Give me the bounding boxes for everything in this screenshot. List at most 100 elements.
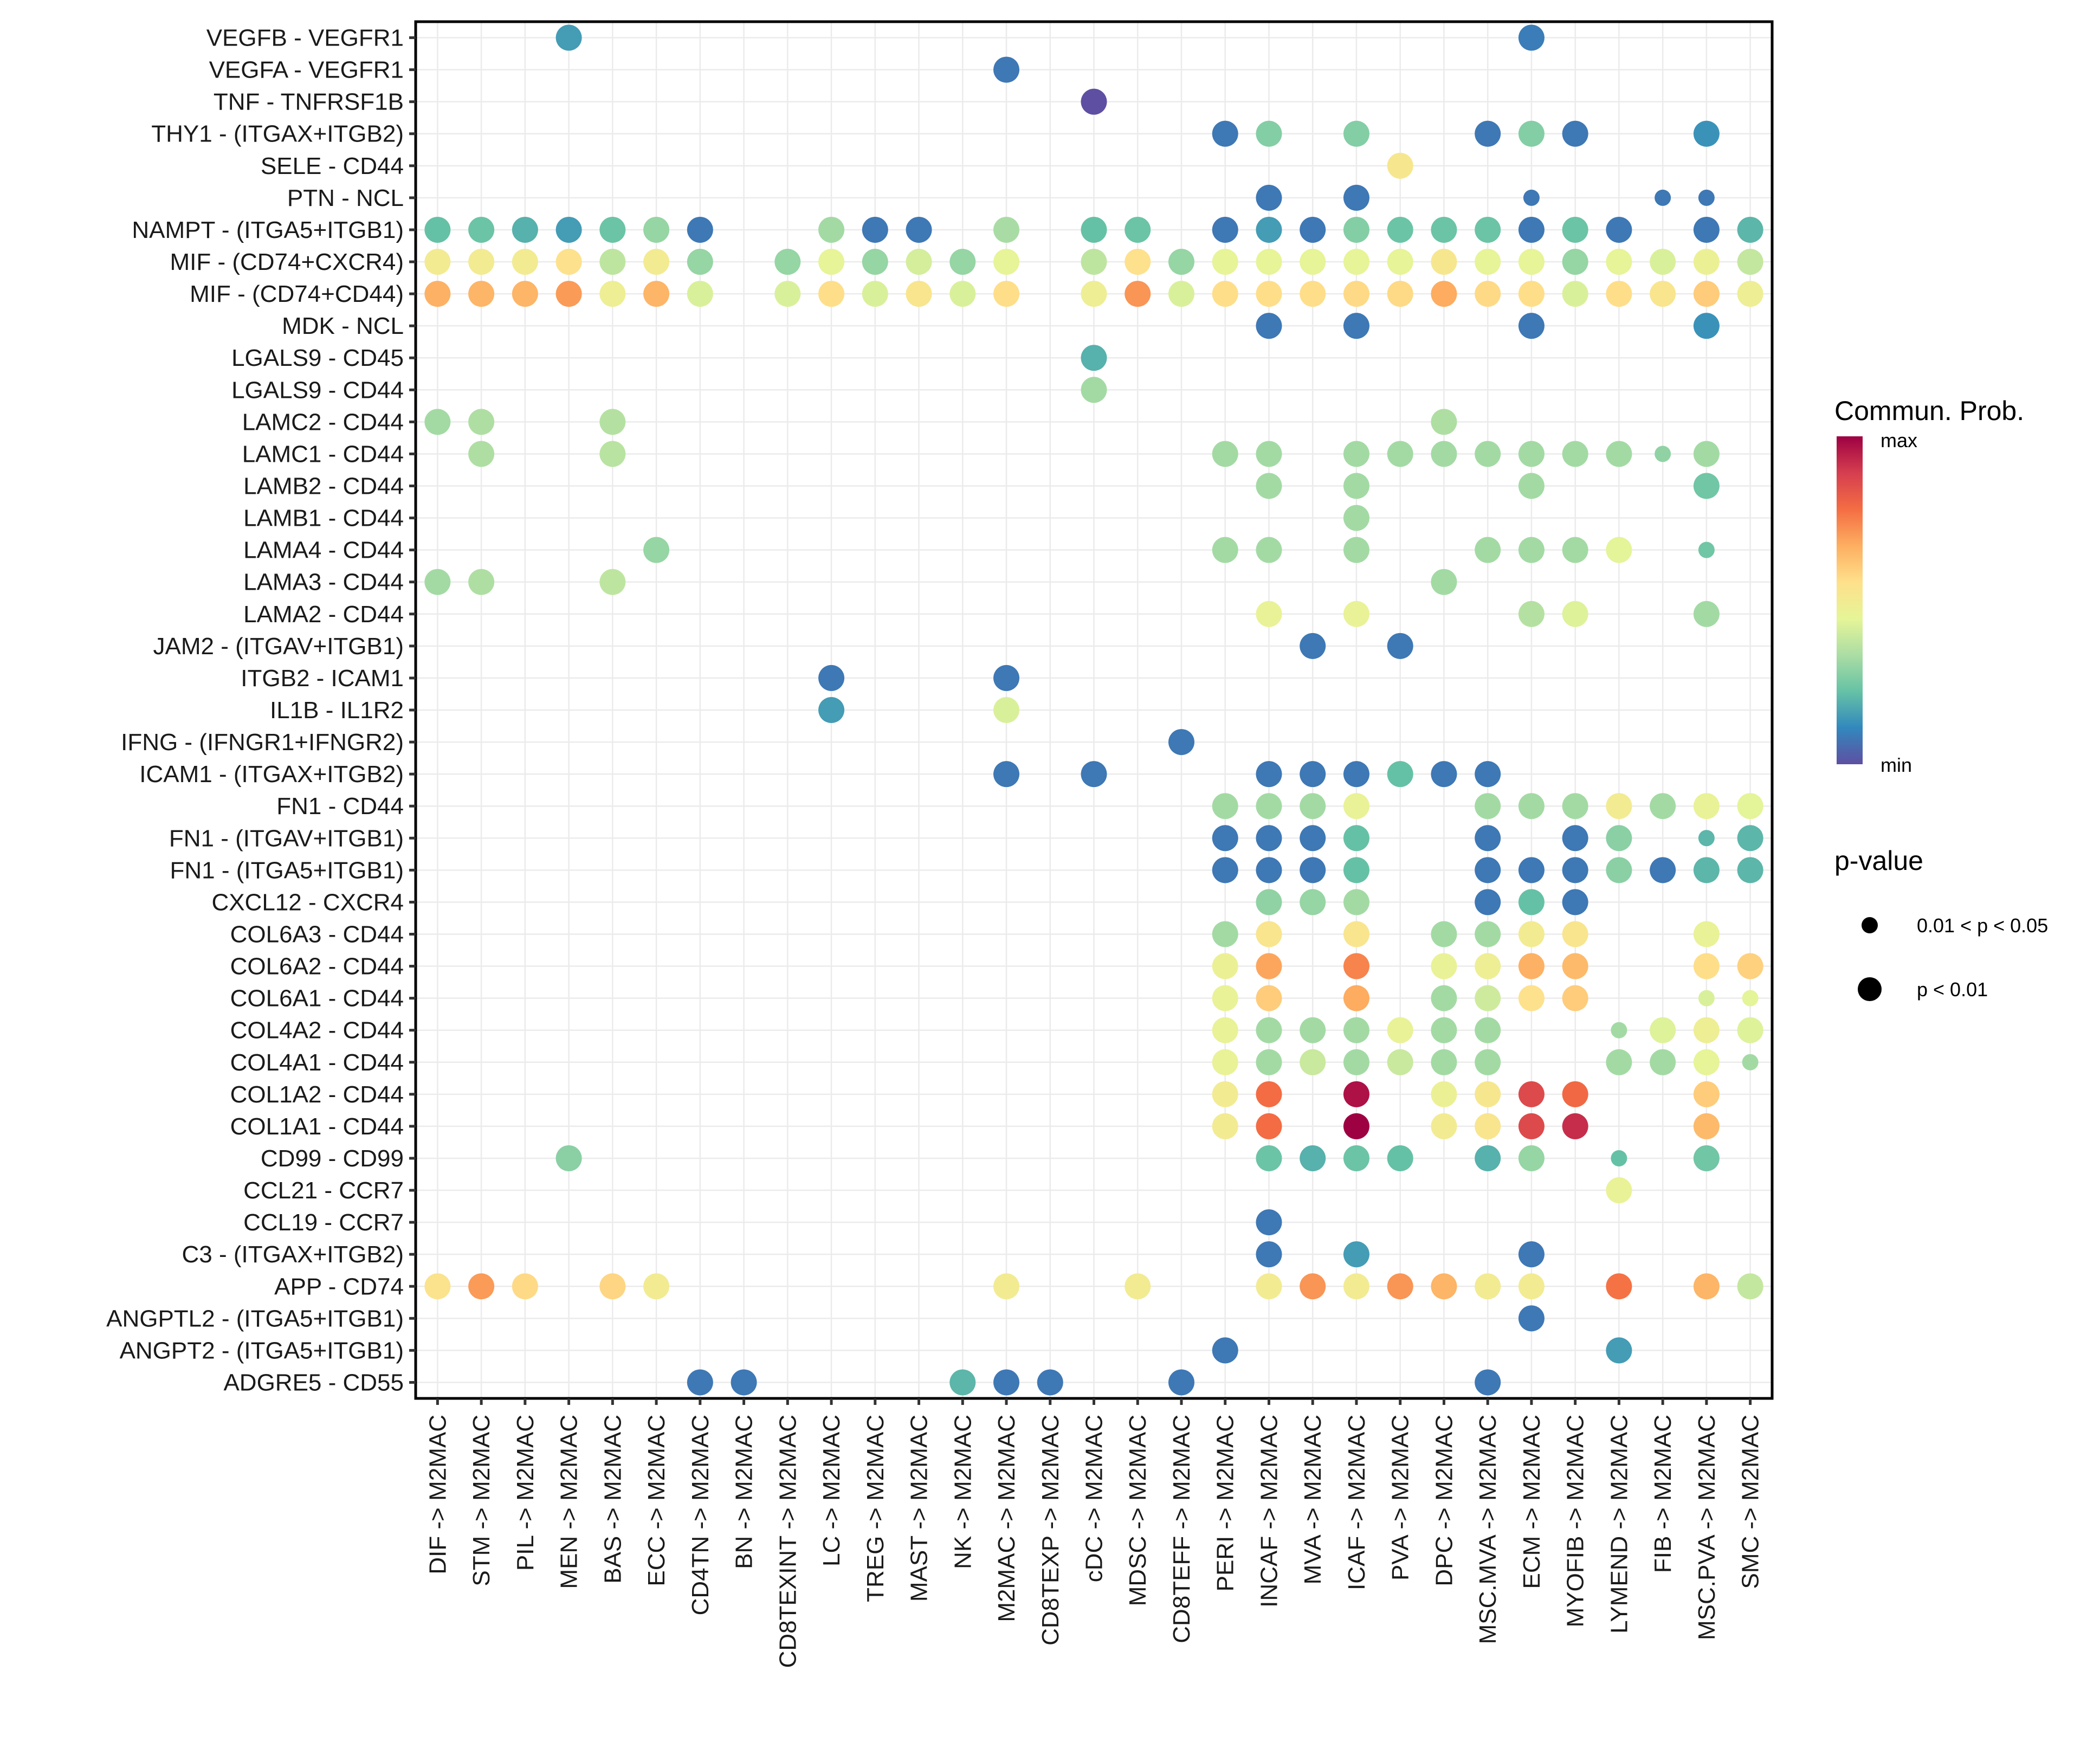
data-point — [1343, 249, 1369, 275]
y-tick-label: MIF - (CD74+CD44) — [190, 281, 404, 307]
x-tick-label: DPC -> M2MAC — [1431, 1415, 1457, 1586]
data-point — [1650, 793, 1676, 820]
y-tick-label: COL6A3 - CD44 — [230, 921, 404, 947]
data-point — [1387, 249, 1413, 275]
data-point — [1606, 1273, 1632, 1300]
data-point — [687, 1369, 713, 1396]
data-point — [1387, 281, 1413, 307]
data-point — [1081, 377, 1107, 403]
y-tick-label: COL6A1 - CD44 — [230, 985, 404, 1012]
y-tick-label: JAM2 - (ITGAV+ITGB1) — [153, 633, 404, 660]
data-point — [1475, 793, 1501, 820]
data-point — [1475, 1017, 1501, 1043]
y-tick-label: ADGRE5 - CD55 — [223, 1369, 404, 1396]
x-tick-label: ECM -> M2MAC — [1519, 1415, 1545, 1589]
data-point — [1300, 216, 1326, 243]
data-point — [1256, 825, 1282, 852]
data-point — [1562, 953, 1588, 979]
data-point — [1562, 889, 1588, 915]
data-point — [993, 281, 1020, 307]
y-tick-label: COL1A2 - CD44 — [230, 1081, 404, 1108]
x-tick-label: LYMEND -> M2MAC — [1606, 1415, 1632, 1634]
data-point — [424, 216, 451, 243]
data-point — [1212, 1081, 1238, 1107]
data-point — [993, 249, 1020, 275]
data-point — [1343, 1113, 1369, 1139]
data-point — [1431, 281, 1457, 307]
data-point — [1431, 569, 1457, 595]
x-tick-label: PERI -> M2MAC — [1212, 1415, 1239, 1591]
data-point — [599, 409, 626, 435]
data-point — [1343, 313, 1369, 339]
data-point — [1606, 1177, 1632, 1204]
data-point — [906, 249, 932, 275]
data-point — [1475, 120, 1501, 147]
data-point — [862, 281, 888, 307]
data-point — [468, 281, 495, 307]
data-point — [1693, 921, 1720, 947]
data-point — [1212, 1113, 1238, 1139]
data-point — [468, 569, 495, 595]
data-point — [1518, 793, 1545, 820]
data-point — [1650, 857, 1676, 883]
data-point — [599, 216, 626, 243]
pvalue-legend-title: p-value — [1834, 846, 1923, 876]
data-point — [643, 1273, 670, 1300]
y-tick-label: APP - CD74 — [274, 1273, 404, 1300]
data-point — [1562, 857, 1588, 883]
y-tick-label: COL4A2 - CD44 — [230, 1017, 404, 1044]
data-point — [424, 569, 451, 595]
data-point — [1737, 953, 1763, 979]
data-point — [1431, 409, 1457, 435]
data-point — [1518, 1113, 1545, 1139]
data-point — [1698, 541, 1715, 558]
data-point — [1212, 793, 1238, 820]
data-point — [993, 1273, 1020, 1300]
data-point — [1742, 1054, 1759, 1070]
data-point — [1475, 1369, 1501, 1396]
data-point — [599, 569, 626, 595]
y-tick-label: SELE - CD44 — [261, 153, 404, 179]
data-point — [1518, 24, 1545, 51]
data-point — [1475, 1145, 1501, 1171]
data-point — [1693, 601, 1720, 627]
data-point — [1256, 793, 1282, 820]
data-point — [1650, 1049, 1676, 1075]
data-point — [687, 281, 713, 307]
data-point — [1737, 249, 1763, 275]
data-point — [1475, 441, 1501, 467]
data-point — [1650, 1017, 1676, 1043]
y-tick-label: NAMPT - (ITGA5+ITGB1) — [132, 217, 404, 243]
data-point — [1300, 1049, 1326, 1075]
data-point — [862, 249, 888, 275]
data-point — [1475, 1113, 1501, 1139]
data-point — [1693, 1049, 1720, 1075]
data-point — [555, 216, 582, 243]
pvalue-legend-label-large: p < 0.01 — [1917, 978, 1988, 1001]
data-point — [1475, 889, 1501, 915]
data-point — [1606, 537, 1632, 563]
y-tick-label: IFNG - (IFNGR1+IFNGR2) — [121, 729, 404, 756]
data-point — [1256, 249, 1282, 275]
data-point — [1693, 793, 1720, 820]
data-point — [1387, 761, 1413, 788]
data-point — [555, 281, 582, 307]
data-point — [1606, 857, 1632, 883]
data-point — [1655, 446, 1671, 462]
x-tick-label: INCAF -> M2MAC — [1256, 1415, 1282, 1608]
data-point — [1655, 189, 1671, 206]
data-point — [1611, 1022, 1627, 1039]
data-point — [1562, 1113, 1588, 1139]
y-tick-label: LAMA3 - CD44 — [243, 569, 404, 596]
data-point — [1523, 189, 1540, 206]
data-point — [1693, 441, 1720, 467]
data-point — [1212, 441, 1238, 467]
x-tick-label: cDC -> M2MAC — [1081, 1415, 1108, 1582]
data-point — [818, 665, 845, 691]
y-tick-label: TNF - TNFRSF1B — [214, 89, 404, 115]
data-point — [1081, 88, 1107, 115]
data-point — [993, 697, 1020, 723]
data-point — [1212, 921, 1238, 947]
data-point — [1475, 985, 1501, 1011]
y-axis: VEGFB - VEGFR1 VEGFA - VEGFR1 TNF - TNFRSF… — [106, 25, 416, 1396]
